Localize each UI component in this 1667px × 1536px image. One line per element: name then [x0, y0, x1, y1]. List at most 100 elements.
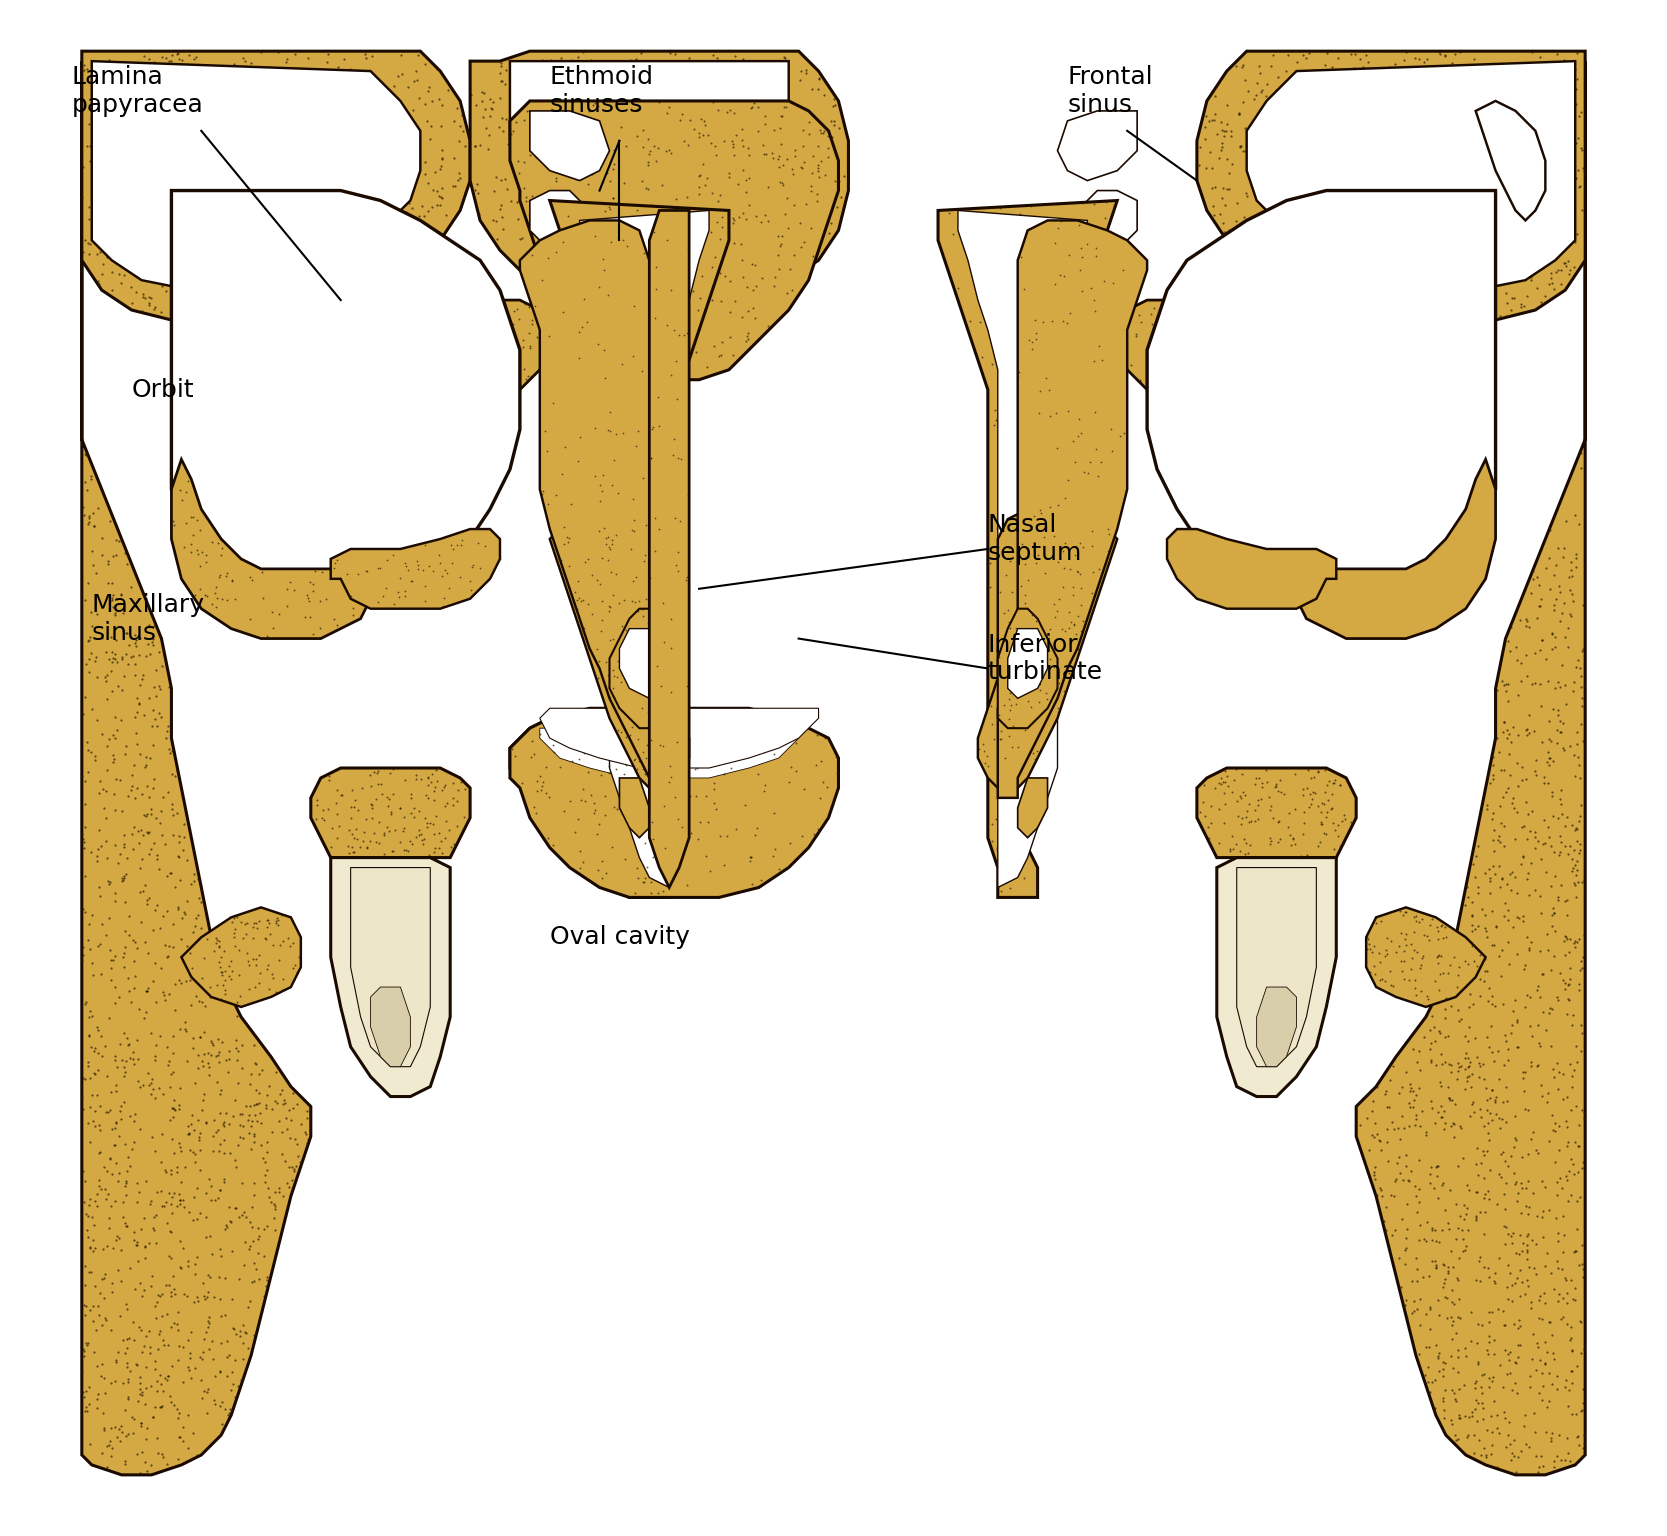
Point [273, 49, 300, 74]
Point [690, 170, 717, 195]
Point [158, 762, 185, 786]
Point [80, 963, 107, 988]
Point [220, 240, 247, 264]
Point [782, 164, 808, 189]
Point [422, 803, 448, 828]
Point [222, 1155, 248, 1180]
Point [1034, 680, 1060, 705]
Point [605, 240, 632, 264]
Point [1509, 754, 1535, 779]
Point [1005, 359, 1032, 384]
Point [660, 318, 687, 343]
Point [170, 1281, 197, 1306]
Point [1312, 779, 1339, 803]
Point [467, 386, 493, 410]
Point [1469, 97, 1495, 121]
Point [252, 1094, 278, 1118]
Point [1297, 766, 1324, 791]
Point [188, 989, 215, 1014]
Point [793, 60, 820, 84]
Point [1474, 272, 1500, 296]
Point [1524, 221, 1550, 246]
Point [1467, 1200, 1494, 1224]
Point [553, 100, 580, 124]
Point [1055, 660, 1082, 685]
Point [243, 190, 270, 215]
Point [70, 943, 97, 968]
Point [257, 217, 283, 241]
Point [1464, 212, 1490, 237]
Point [562, 820, 588, 845]
Point [242, 911, 268, 935]
Point [1024, 551, 1050, 576]
Point [235, 1107, 262, 1132]
Point [427, 333, 453, 358]
Point [720, 143, 747, 167]
Point [1442, 1092, 1469, 1117]
Point [597, 628, 623, 653]
Point [505, 207, 532, 232]
Point [758, 760, 785, 785]
Point [538, 75, 565, 100]
Point [608, 215, 635, 240]
Point [135, 55, 162, 80]
Point [1405, 287, 1432, 312]
Point [203, 1120, 230, 1144]
Point [1355, 132, 1382, 157]
Point [75, 760, 102, 785]
Point [110, 1091, 137, 1115]
Point [1309, 175, 1335, 200]
Point [633, 771, 660, 796]
Point [70, 155, 97, 180]
Point [1254, 757, 1280, 782]
Point [393, 187, 420, 212]
Point [210, 293, 237, 318]
Point [97, 955, 123, 980]
Point [1455, 266, 1482, 290]
Point [1387, 170, 1414, 195]
Point [787, 181, 813, 206]
Point [155, 943, 182, 968]
Point [1364, 1121, 1390, 1146]
Point [318, 276, 345, 301]
Point [580, 158, 607, 183]
Point [1355, 63, 1382, 88]
Point [340, 602, 367, 627]
Point [558, 249, 585, 273]
Point [805, 817, 832, 842]
Point [1439, 309, 1465, 333]
Point [640, 258, 667, 283]
Point [557, 525, 583, 550]
Point [990, 601, 1017, 625]
Point [637, 138, 663, 163]
Point [750, 241, 777, 266]
Point [263, 980, 290, 1005]
Point [1217, 223, 1244, 247]
Point [213, 201, 240, 226]
Point [138, 1020, 165, 1044]
Point [1500, 286, 1527, 310]
Point [113, 1170, 140, 1195]
Point [175, 943, 202, 968]
Point [1544, 1444, 1570, 1468]
Point [1524, 1203, 1550, 1227]
Point [70, 495, 97, 519]
Point [338, 155, 365, 180]
Point [87, 885, 113, 909]
Point [1219, 315, 1245, 339]
Point [147, 915, 173, 940]
Point [160, 1097, 187, 1121]
Point [1530, 135, 1557, 160]
Point [1560, 255, 1587, 280]
Point [1484, 1416, 1510, 1441]
Point [340, 596, 367, 621]
Point [588, 301, 615, 326]
Point [1214, 763, 1240, 788]
Point [472, 97, 498, 121]
Point [1497, 879, 1524, 903]
Point [630, 444, 657, 468]
Point [1567, 765, 1594, 790]
Point [480, 386, 507, 410]
Point [658, 737, 685, 762]
Point [738, 131, 765, 155]
